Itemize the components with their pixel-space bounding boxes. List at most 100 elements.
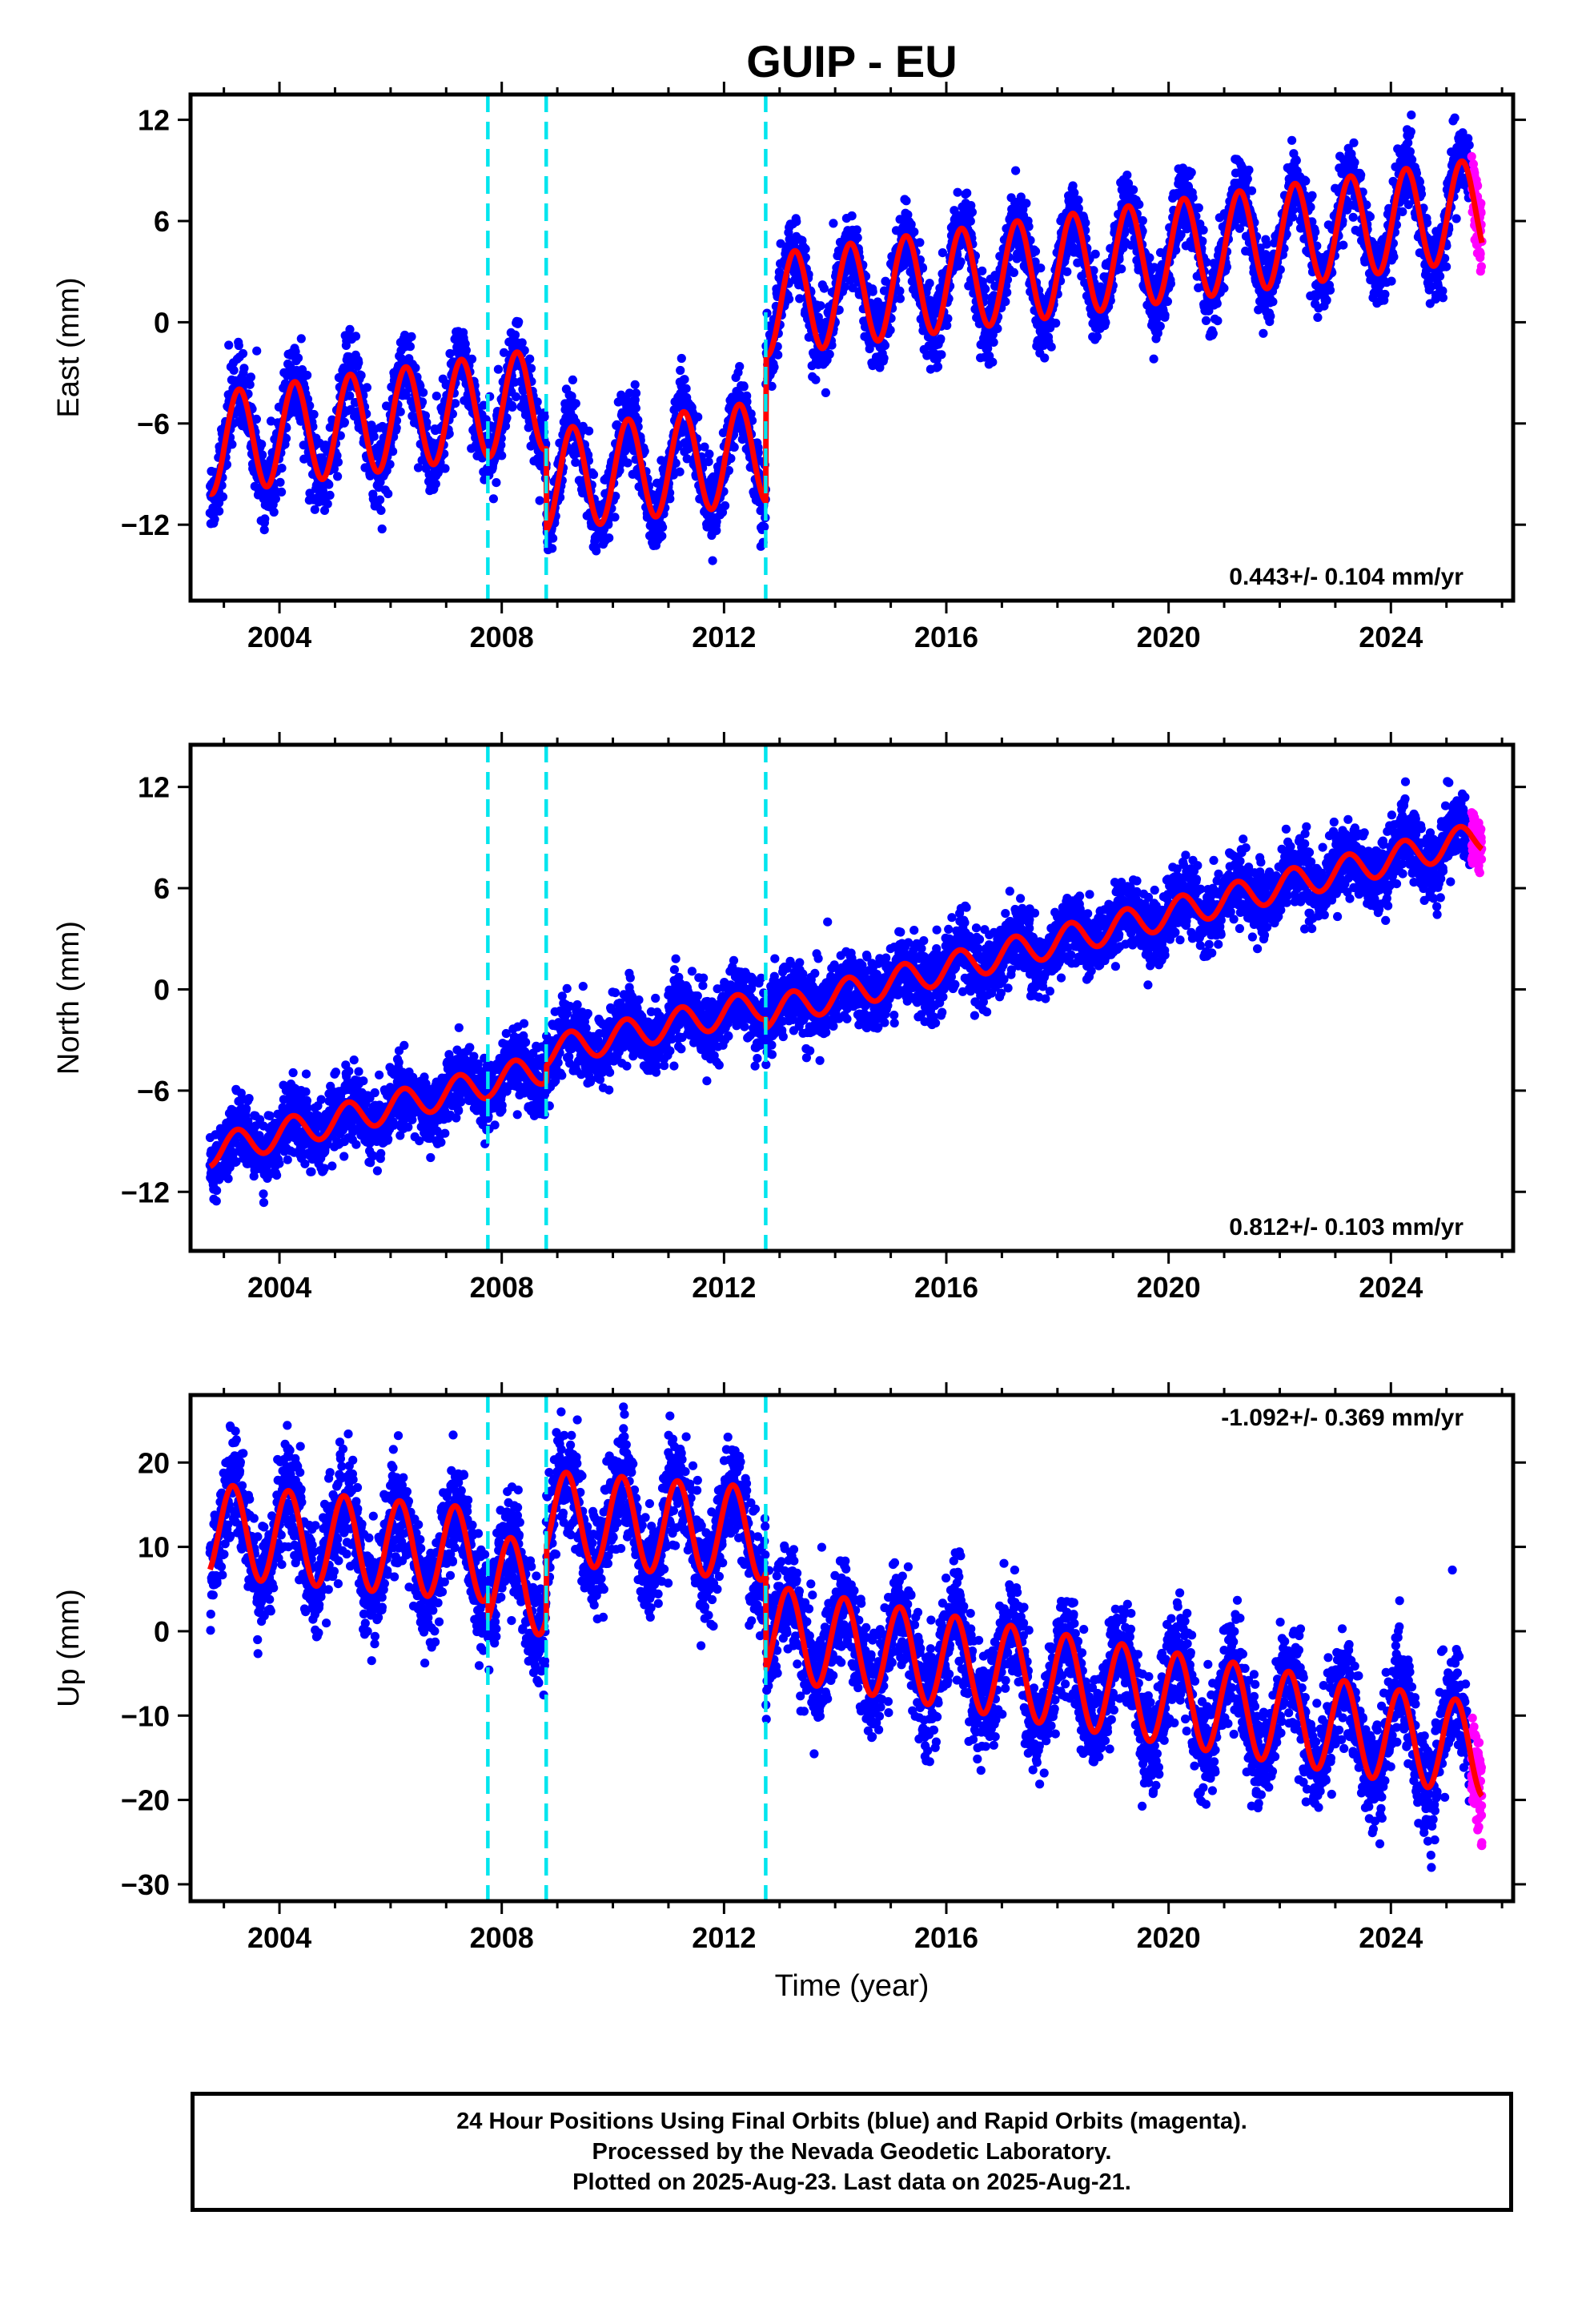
east-final-orbit-point — [266, 416, 276, 426]
east-final-orbit-point — [1322, 296, 1331, 305]
east-final-orbit-point — [989, 337, 998, 347]
east-final-orbit-point — [210, 514, 219, 525]
east-final-orbit-point — [493, 364, 504, 374]
east-final-orbit-point — [769, 362, 779, 372]
east-final-orbit-point — [704, 457, 713, 467]
east-final-orbit-point — [1046, 342, 1056, 352]
east-final-orbit-point — [630, 380, 640, 389]
east-final-orbit-point — [234, 340, 243, 351]
east-final-orbit-point — [1350, 158, 1359, 167]
east-final-orbit-point — [1208, 328, 1218, 339]
east-final-orbit-point — [1287, 135, 1297, 145]
east-final-orbit-point — [631, 404, 641, 413]
east-final-orbit-point — [1134, 199, 1144, 209]
east-final-orbit-point — [1407, 111, 1416, 120]
east-final-orbit-point — [269, 507, 279, 517]
east-final-orbit-point — [785, 294, 794, 304]
east-final-orbit-point — [915, 238, 925, 247]
east-final-orbit-point — [351, 332, 361, 341]
east-final-orbit-point — [296, 334, 306, 344]
east-final-orbit-point — [1288, 205, 1298, 215]
east-final-orbit-point — [853, 233, 862, 243]
east-final-orbit-point — [680, 375, 689, 384]
east-final-orbit-point — [356, 371, 366, 380]
east-final-orbit-point — [1101, 318, 1110, 328]
east-final-orbit-point — [1201, 316, 1211, 325]
east-final-orbit-point — [584, 426, 594, 436]
east-final-orbit-point — [847, 211, 857, 221]
east-final-orbit-point — [1062, 267, 1072, 276]
east-final-orbit-point — [1160, 310, 1170, 320]
east-final-orbit-point — [1268, 297, 1278, 307]
east-final-orbit-point — [1186, 167, 1196, 177]
east-final-orbit-point — [275, 477, 285, 487]
east-final-orbit-point — [218, 492, 228, 502]
east-final-orbit-point — [821, 388, 830, 397]
east-final-orbit-point — [405, 342, 415, 352]
east-final-orbit-point — [508, 402, 517, 412]
east-final-orbit-point — [245, 380, 255, 389]
east-final-orbit-point — [215, 506, 224, 516]
east-final-orbit-point — [324, 480, 334, 489]
east-final-orbit-point — [1212, 299, 1222, 308]
east-final-orbit-point — [933, 362, 943, 372]
east-final-orbit-point — [1313, 312, 1323, 322]
east-final-orbit-point — [925, 279, 934, 288]
east-final-orbit-point — [309, 409, 319, 420]
east-final-orbit-point — [592, 546, 601, 556]
east-final-orbit-point — [880, 340, 890, 350]
east-final-orbit-point — [967, 207, 977, 217]
east-final-orbit-point — [377, 524, 387, 534]
east-final-orbit-point — [1162, 296, 1172, 307]
east-final-orbit-point — [333, 457, 343, 467]
east-final-orbit-point — [936, 334, 946, 344]
east-final-orbit-point — [1301, 176, 1311, 186]
east-final-orbit-point — [1001, 297, 1010, 307]
east-final-orbit-point — [657, 531, 667, 541]
east-final-orbit-points — [205, 111, 1475, 565]
east-final-orbit-point — [325, 490, 335, 501]
east-final-orbit-point — [238, 348, 248, 359]
east-final-orbit-point — [1389, 252, 1399, 262]
east-final-orbit-point — [943, 314, 953, 324]
east-final-orbit-point — [705, 449, 714, 459]
east-final-orbit-point — [1129, 185, 1138, 195]
east-final-orbit-point — [333, 472, 343, 481]
east-final-orbit-point — [1387, 276, 1396, 286]
east-final-orbit-point — [375, 495, 385, 505]
east-final-orbit-point — [1155, 321, 1165, 331]
east-final-orbit-point — [1009, 267, 1018, 277]
east-final-orbit-point — [895, 286, 905, 296]
east-final-orbit-point — [257, 440, 267, 449]
east-final-orbit-point — [571, 399, 580, 408]
east-final-orbit-point — [511, 392, 521, 402]
east-final-orbit-point — [879, 353, 889, 363]
east-final-orbit-point — [568, 375, 578, 384]
east-final-orbit-point — [383, 489, 393, 499]
east-final-orbit-point — [792, 217, 801, 227]
east-final-orbit-point — [981, 284, 990, 294]
east-final-orbit-point — [259, 525, 269, 535]
east-final-orbit-point — [407, 332, 416, 341]
east-final-orbit-point — [676, 365, 685, 376]
east-final-orbit-point — [222, 460, 231, 469]
east-plot-area — [205, 94, 1487, 601]
chart-title: GUIP - EU — [746, 36, 957, 86]
east-final-orbit-point — [432, 392, 441, 401]
east-final-orbit-point — [252, 346, 262, 356]
east-final-orbit-point — [895, 294, 905, 304]
east-final-orbit-point — [1122, 171, 1132, 180]
east-final-orbit-point — [988, 357, 998, 367]
east-final-orbit-point — [510, 330, 520, 340]
east-final-orbit-point — [1259, 328, 1268, 338]
east-final-orbit-point — [1051, 318, 1061, 328]
east-final-orbit-point — [1247, 186, 1257, 195]
east-final-orbit-point — [1011, 166, 1021, 175]
east-final-orbit-point — [323, 499, 332, 509]
east-final-orbit-point — [1339, 240, 1348, 250]
east-final-orbit-point — [525, 354, 535, 364]
east-final-orbit-point — [1365, 212, 1375, 222]
east-final-orbit-point — [229, 365, 239, 375]
east-final-orbit-point — [1117, 264, 1126, 274]
